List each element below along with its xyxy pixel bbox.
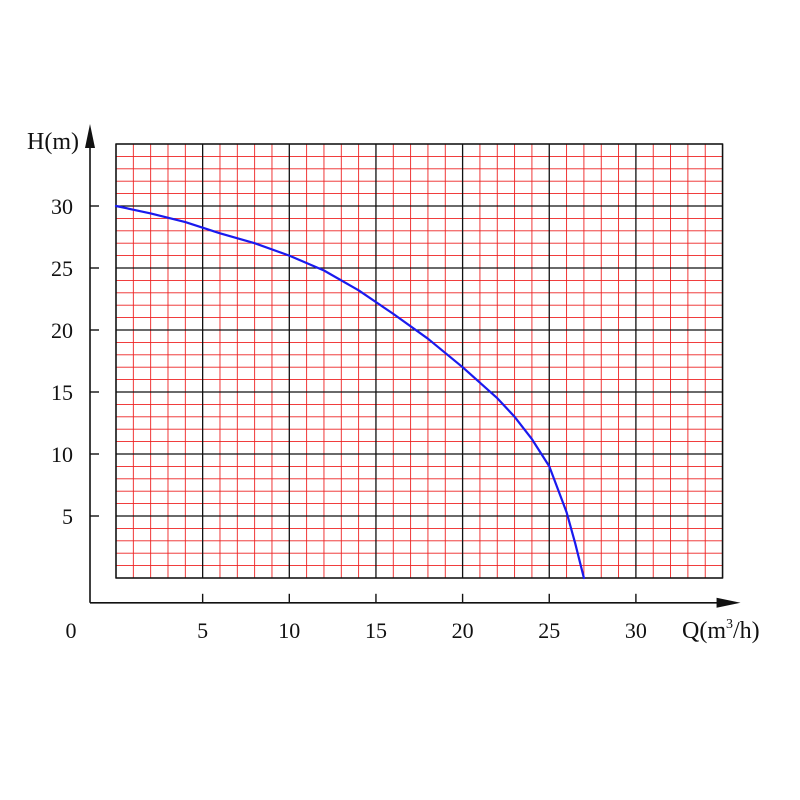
x-tick-label: 20 — [452, 618, 474, 643]
y-tick-label: 10 — [51, 442, 73, 467]
x-tick-label: 25 — [538, 618, 560, 643]
y-tick-label: 30 — [51, 194, 73, 219]
y-tick-label: 15 — [51, 380, 73, 405]
x-tick-label: 5 — [197, 618, 208, 643]
minor-grid — [116, 144, 723, 578]
x-ticks: 0 5 10 15 20 25 30 — [66, 593, 647, 643]
x-tick-label: 15 — [365, 618, 387, 643]
x-axis-title: Q(m3/h) — [682, 617, 760, 644]
x-tick-label: 0 — [66, 618, 77, 643]
axes — [85, 124, 741, 608]
major-grid — [115, 143, 724, 579]
y-tick-label: 25 — [51, 256, 73, 281]
y-tick-label: 20 — [51, 318, 73, 343]
x-tick-label: 10 — [278, 618, 300, 643]
y-axis-arrow — [85, 124, 96, 148]
x-tick-label: 30 — [625, 618, 647, 643]
series-layer — [114, 204, 586, 580]
y-axis-title: H(m) — [27, 129, 79, 155]
plot-frame — [115, 143, 724, 579]
series-line — [114, 204, 586, 580]
x-axis-arrow — [716, 597, 741, 608]
y-ticks: 5 10 15 20 25 30 — [51, 194, 100, 529]
y-tick-label: 5 — [62, 504, 73, 529]
